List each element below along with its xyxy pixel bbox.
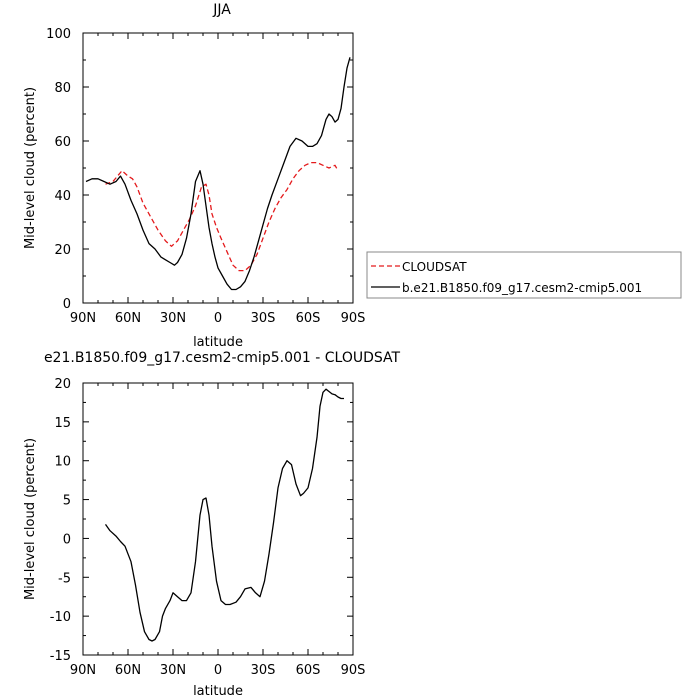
bottom-chart-y-tick-label: 10 — [54, 455, 71, 470]
top-chart-x-tick-label: 30S — [251, 311, 276, 326]
top-chart-series-line-1 — [85, 57, 351, 291]
bottom-chart-x-axis-label: latitude — [193, 684, 243, 699]
bottom-chart-x-tick-label: 0 — [214, 663, 222, 678]
bottom-chart-y-tick-label: -5 — [58, 571, 71, 586]
top-chart-x-tick-label: 90N — [70, 311, 96, 326]
top-chart: JJA Mid-level cloud (percent) 90N 60N 30N 0… — [23, 2, 365, 350]
top-chart-y-tick-label: 100 — [46, 27, 71, 42]
legend: CLOUDSAT b.e21.B1850.f09_g17.cesm2-cmip5… — [366, 251, 682, 299]
bottom-chart-plot-frame — [82, 382, 354, 656]
bottom-chart-series — [104, 388, 344, 642]
bottom-chart-y-tick-label: 0 — [63, 532, 71, 547]
top-chart-title: JJA — [212, 2, 231, 18]
top-chart-y-tick-label: 20 — [54, 243, 71, 258]
bottom-chart-y-axis-label: Mid-level cloud (percent) — [23, 438, 38, 600]
top-chart-y-tick-label: 60 — [54, 135, 71, 150]
bottom-chart-y-tick-label: -15 — [50, 649, 71, 664]
top-chart-x-tick-label: 0 — [214, 311, 222, 326]
legend-box — [366, 251, 682, 299]
top-chart-y-tick-label: 0 — [63, 297, 71, 312]
top-chart-y-tick-label: 40 — [54, 189, 71, 204]
top-chart-ticks: 90N 60N 30N 0 30S 60S 90S 0 20 40 60 80 100 — [46, 27, 365, 326]
bottom-chart: e21.B1850.f09_g17.cesm2-cmip5.001 - CLOU… — [23, 350, 400, 699]
top-chart-x-tick-label: 60N — [115, 311, 141, 326]
top-chart-y-axis-label: Mid-level cloud (percent) — [23, 87, 38, 249]
bottom-chart-x-tick-label: 90S — [341, 663, 366, 678]
legend-label-model: b.e21.B1850.f09_g17.cesm2-cmip5.001 — [402, 281, 642, 295]
bottom-chart-y-tick-label: 5 — [63, 494, 71, 509]
top-chart-plot-frame — [82, 32, 354, 304]
top-chart-y-tick-label: 80 — [54, 81, 71, 96]
top-chart-x-tick-label: 60S — [296, 311, 321, 326]
top-chart-x-tick-label: 90S — [341, 311, 366, 326]
top-chart-series — [85, 57, 351, 291]
bottom-chart-title: e21.B1850.f09_g17.cesm2-cmip5.001 - CLOU… — [44, 350, 401, 366]
bottom-chart-ticks: 90N 60N 30N 0 30S 60S 90S -15 -10 -5 0 5 10 15 20 — [50, 377, 366, 678]
bottom-chart-y-tick-label: 20 — [54, 377, 71, 392]
bottom-chart-y-tick-label: 15 — [54, 416, 71, 431]
top-chart-x-tick-label: 30N — [160, 311, 186, 326]
bottom-chart-x-tick-label: 90N — [70, 663, 96, 678]
bottom-chart-x-tick-label: 60S — [296, 663, 321, 678]
bottom-chart-x-tick-label: 60N — [115, 663, 141, 678]
bottom-chart-x-tick-label: 30S — [251, 663, 276, 678]
bottom-chart-series-line-0 — [104, 388, 344, 642]
legend-label-cloudsat: CLOUDSAT — [402, 260, 467, 274]
bottom-chart-y-tick-label: -10 — [50, 610, 71, 625]
bottom-chart-x-tick-label: 30N — [160, 663, 186, 678]
top-chart-series-line-0 — [105, 161, 339, 272]
top-chart-x-axis-label: latitude — [193, 335, 243, 350]
